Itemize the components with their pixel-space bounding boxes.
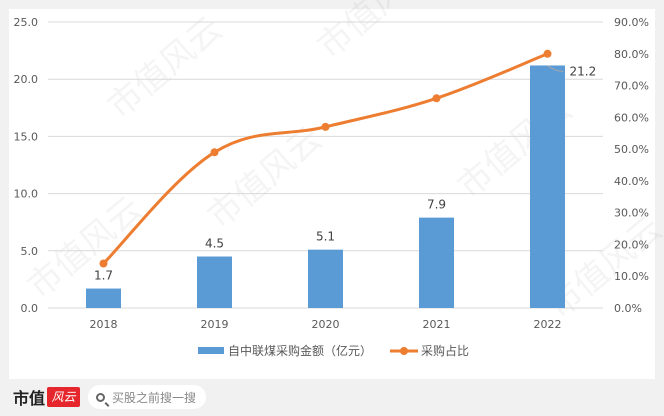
bar-2022 [530,65,565,308]
right-axis-tick: 50.0% [614,143,649,156]
bar-value-label: 1.7 [94,269,113,283]
left-axis-tick: 5.0 [21,245,39,258]
bar-value-label: 5.1 [316,230,335,244]
line-point-2018 [99,259,108,268]
bar-2019 [197,256,232,308]
legend-bar-label: 自中联煤采购金额（亿元） [228,343,372,358]
watermark: 市值风云 [20,189,150,307]
legend-line-label: 采购占比 [421,343,469,358]
x-axis-tick: 2019 [201,318,229,331]
bar-value-label: 7.9 [427,198,446,212]
left-axis-tick: 15.0 [14,130,39,143]
x-axis-tick: 2018 [90,318,118,331]
x-axis-tick: 2021 [423,318,451,331]
right-axis-tick: 90.0% [614,16,649,29]
legend-bar-swatch [198,347,224,354]
brand-text: 市值 [13,389,46,408]
right-axis-tick: 20.0% [614,238,649,251]
left-axis-tick: 20.0 [14,73,39,86]
x-axis-tick: 2022 [534,318,562,331]
line-point-2022 [543,49,552,58]
left-axis-tick: 10.0 [14,188,39,201]
legend-line-marker [400,347,408,355]
search-placeholder: 买股之前搜一搜 [112,390,197,405]
brand-logo[interactable]: 市值 风云 [13,385,81,409]
x-axis-tick: 2020 [312,318,340,331]
bar-value-label: 4.5 [205,237,224,251]
bar-2018 [86,288,121,308]
bar-value-label: 21.2 [570,64,597,78]
label-leader-line [547,65,564,72]
search-box[interactable]: 买股之前搜一搜 [88,385,206,409]
left-axis-tick: 25.0 [14,16,39,29]
footer-bar: 市值 风云 买股之前搜一搜 [0,379,664,416]
bar-2021 [419,217,454,308]
line-point-2021 [432,94,441,103]
watermark: 市值风云 [310,0,440,67]
right-axis-tick: 70.0% [614,80,649,93]
line-point-2019 [210,148,219,157]
watermark: 市值风云 [100,9,230,127]
brand-badge: 风云 [47,387,81,407]
right-axis-tick: 60.0% [614,111,649,124]
line-point-2020 [321,122,330,131]
right-axis-tick: 0.0% [614,302,642,315]
right-axis-tick: 40.0% [614,175,649,188]
left-axis-tick: 0.0 [21,302,39,315]
right-axis-tick: 10.0% [614,270,649,283]
bar-2020 [308,249,343,308]
right-axis-tick: 80.0% [614,48,649,61]
search-icon [96,392,105,402]
right-axis-tick: 30.0% [614,207,649,220]
